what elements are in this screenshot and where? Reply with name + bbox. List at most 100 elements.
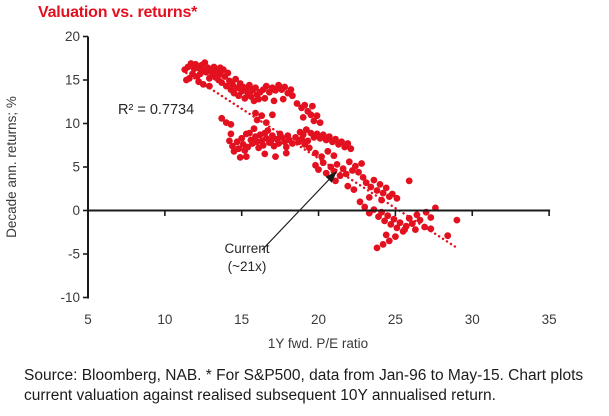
- data-point: [312, 149, 319, 157]
- data-point: [183, 76, 190, 84]
- data-point: [258, 112, 266, 120]
- data-point: [252, 109, 259, 117]
- data-point: [350, 186, 358, 194]
- data-point: [376, 181, 384, 188]
- data-point: [282, 149, 290, 157]
- data-point: [387, 221, 395, 228]
- data-point: [269, 111, 276, 119]
- x-tick-label: 35: [542, 312, 557, 327]
- data-point: [393, 194, 401, 202]
- data-point: [319, 159, 327, 167]
- data-point: [325, 133, 333, 141]
- data-point: [370, 176, 378, 184]
- data-point: [281, 83, 289, 91]
- data-point: [287, 86, 295, 93]
- x-tick-label: 5: [84, 312, 92, 327]
- data-point: [235, 145, 243, 153]
- x-axis-title: 1Y fwd. P/E ratio: [268, 336, 368, 351]
- data-point: [289, 92, 296, 100]
- data-point: [427, 214, 435, 221]
- y-tick-label: -5: [68, 247, 80, 262]
- data-point: [345, 158, 353, 166]
- y-axis-title: Decade ann. returns; %: [4, 96, 19, 238]
- data-point: [299, 131, 307, 139]
- data-point: [224, 69, 232, 77]
- data-point: [356, 198, 364, 206]
- data-point: [250, 125, 258, 133]
- data-point: [390, 215, 398, 223]
- data-point: [216, 64, 224, 72]
- data-point: [336, 172, 344, 180]
- data-point: [242, 153, 250, 161]
- data-point: [238, 134, 246, 142]
- data-point: [421, 223, 428, 231]
- data-point: [206, 82, 213, 90]
- data-point: [252, 84, 259, 92]
- data-point: [413, 211, 421, 219]
- data-point: [236, 154, 244, 161]
- r-squared-label: R² = 0.7734: [118, 102, 194, 118]
- data-point: [318, 153, 325, 161]
- data-point: [305, 144, 313, 152]
- data-point: [384, 212, 392, 220]
- data-point: [206, 74, 213, 82]
- scatter-chart: 20 15 10 5 0 -5 -10 5 10 15 20 25 30 35 R² = 0.7734 C…: [4, 29, 557, 351]
- data-point: [218, 114, 226, 122]
- data-point: [355, 168, 362, 176]
- data-point: [319, 131, 327, 139]
- data-point: [416, 216, 424, 224]
- data-point: [259, 141, 267, 149]
- source-note: Source: Bloomberg, NAB. * For S&P500, da…: [24, 367, 584, 404]
- data-point: [347, 145, 355, 153]
- data-point: [367, 183, 375, 191]
- data-point: [339, 165, 347, 173]
- data-point: [255, 95, 262, 103]
- data-point: [381, 217, 388, 225]
- data-point: [330, 152, 338, 160]
- data-point: [282, 143, 290, 151]
- data-point: [262, 82, 270, 90]
- data-point: [365, 194, 373, 201]
- data-point: [309, 102, 316, 110]
- data-point: [289, 140, 296, 147]
- data-point: [244, 143, 252, 151]
- data-point: [315, 166, 322, 174]
- data-point: [235, 92, 243, 100]
- data-point: [322, 169, 330, 177]
- y-tick-label: 15: [65, 73, 80, 88]
- x-tick-label: 20: [311, 312, 326, 327]
- data-point: [307, 111, 315, 119]
- annotation-arrow-head: [325, 171, 337, 183]
- data-point: [199, 81, 207, 88]
- data-point: [233, 138, 241, 146]
- data-point: [453, 216, 461, 224]
- data-point: [388, 190, 396, 198]
- data-point: [304, 137, 312, 145]
- data-point: [358, 160, 365, 167]
- data-point: [332, 177, 339, 185]
- data-point: [232, 75, 240, 83]
- data-point: [359, 174, 367, 181]
- data-point: [301, 101, 309, 109]
- data-point: [405, 177, 413, 185]
- data-point: [261, 94, 269, 102]
- data-point: [373, 187, 381, 194]
- data-point: [267, 137, 275, 145]
- data-point: [262, 119, 270, 126]
- data-point: [332, 135, 339, 143]
- plot-layer: 20 15 10 5 0 -5 -10 5 10 15 20 25 30 35: [60, 29, 556, 327]
- data-point: [293, 100, 301, 107]
- data-point: [272, 87, 279, 94]
- chart-title: Valuation vs. returns*: [38, 4, 198, 21]
- data-point: [401, 226, 408, 234]
- y-tick-label: 5: [72, 160, 80, 175]
- data-point: [362, 179, 370, 187]
- data-point: [342, 170, 350, 178]
- data-point: [316, 119, 324, 126]
- data-point: [396, 219, 404, 227]
- data-point: [218, 79, 226, 86]
- data-point: [344, 182, 352, 190]
- data-point: [229, 142, 236, 150]
- data-point: [361, 203, 369, 211]
- data-point: [275, 140, 282, 147]
